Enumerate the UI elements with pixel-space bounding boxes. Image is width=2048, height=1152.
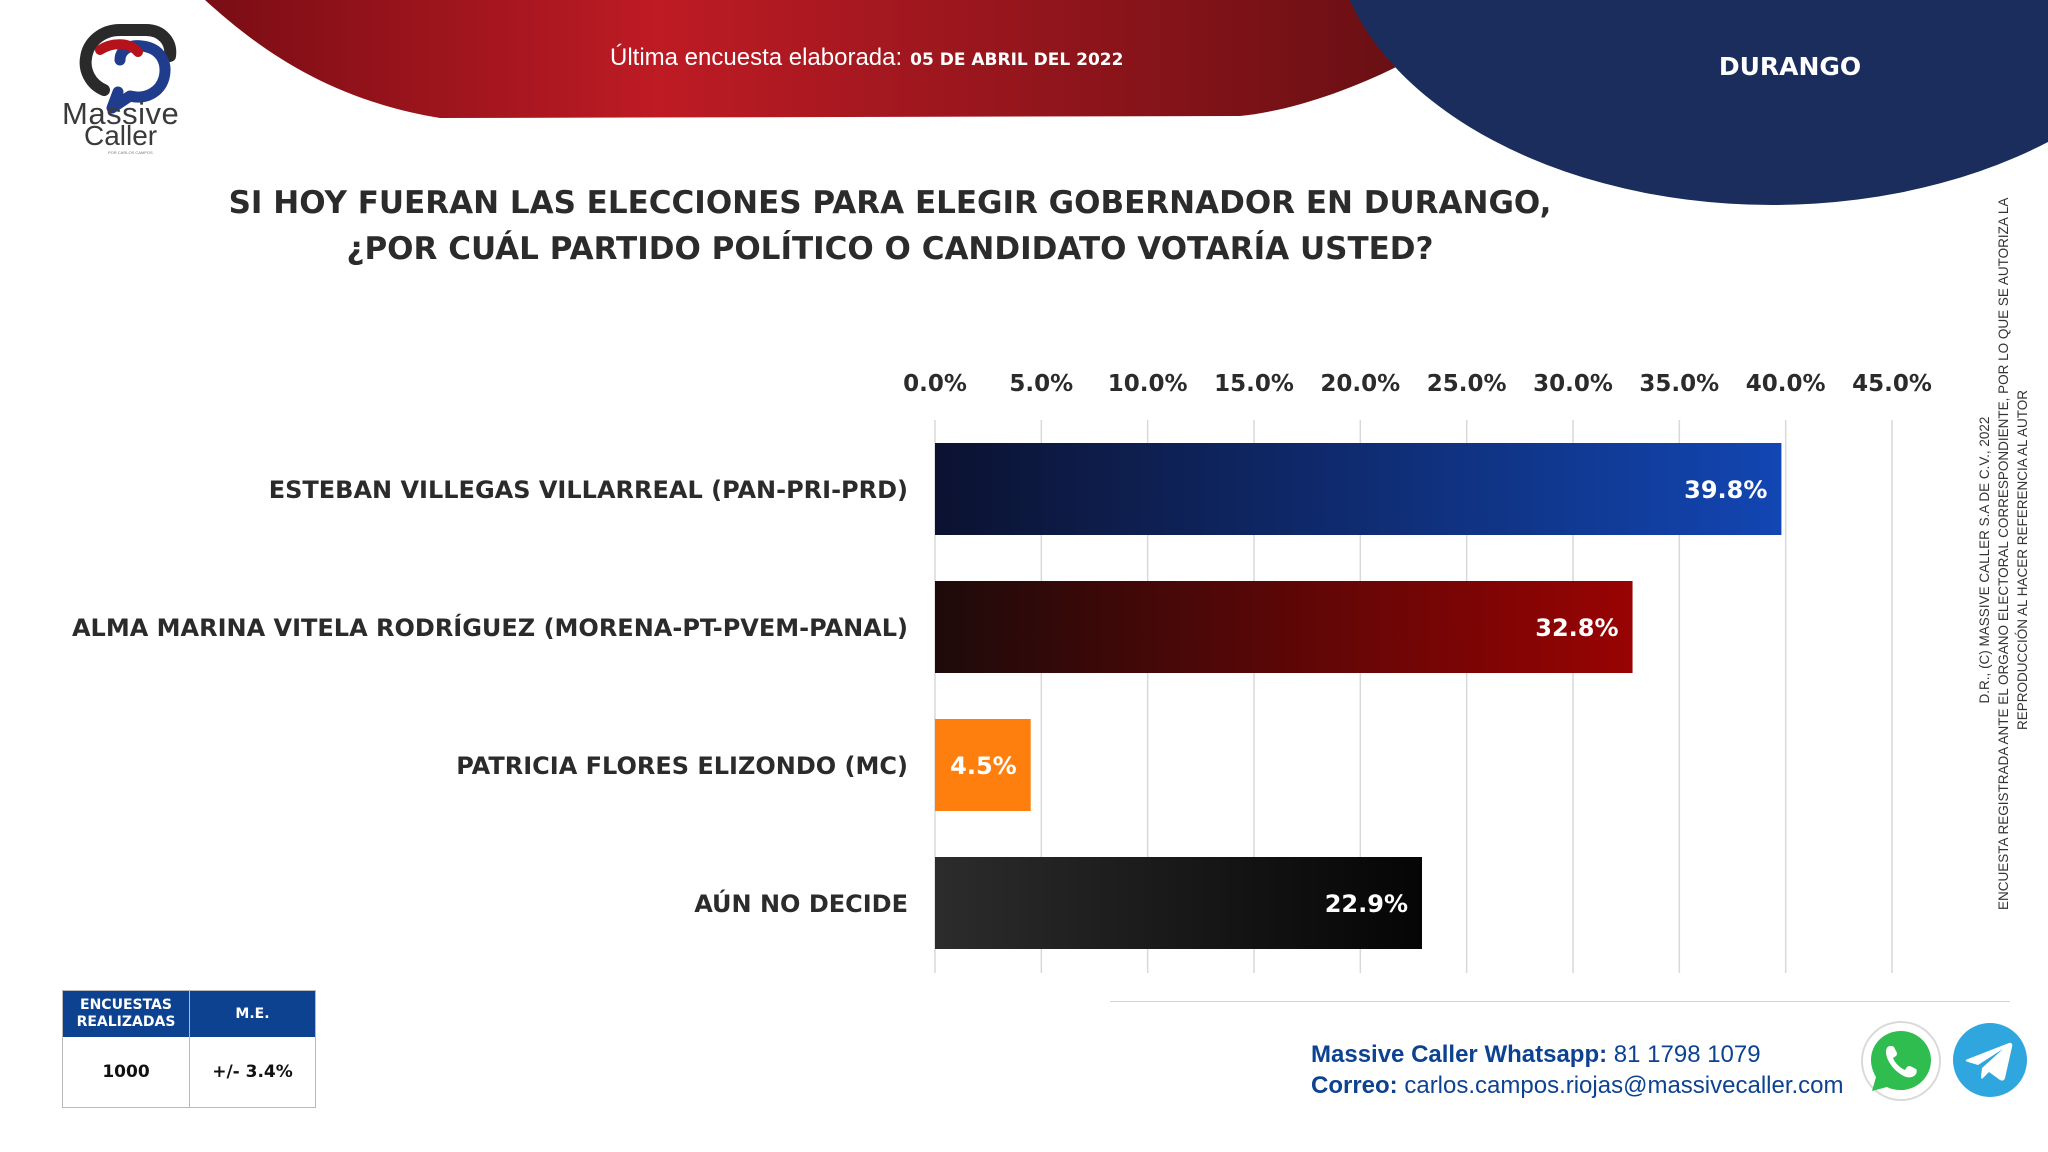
stats-value-margin: +/- 3.4% — [212, 1062, 293, 1082]
stats-header-margin: M.E. — [235, 1005, 270, 1022]
question-line-2: ¿POR CUÁL PARTIDO POLÍTICO O CANDIDATO V… — [346, 231, 1434, 267]
bar — [935, 857, 1423, 949]
whatsapp-number[interactable]: 81 1798 1079 — [1613, 1041, 1761, 1068]
whatsapp-icon[interactable] — [1860, 1020, 1942, 1102]
question-line-1: SI HOY FUERAN LAS ELECCIONES PARA ELEGIR… — [228, 185, 1552, 221]
x-tick-label: 15.0% — [1214, 371, 1294, 397]
bar — [935, 719, 1031, 811]
chart-x-axis-ticks: 0.0% 5.0% 10.0% 15.0% 20.0% 25.0% 30.0% 35.0% 40… — [903, 371, 1932, 397]
whatsapp-label: Massive Caller Whatsapp: — [1311, 1041, 1608, 1068]
survey-question: SI HOY FUERAN LAS ELECCIONES PARA ELEGIR… — [180, 180, 1600, 272]
footer-divider — [1110, 1001, 2010, 1002]
data-label: 4.5% — [950, 752, 1017, 780]
x-tick-label: 20.0% — [1320, 371, 1400, 397]
telegram-icon[interactable] — [1952, 1022, 2028, 1098]
copyright-note: D.R., (C) MASSIVE CALLER S.A DE C.V., 20… — [1975, 197, 2032, 910]
contact-whatsapp: Massive Caller Whatsapp: 81 1798 1079 — [1311, 1041, 1761, 1069]
x-tick-label: 0.0% — [903, 371, 967, 397]
red-header-arc — [205, 0, 1500, 118]
stats-header-surveys: ENCUESTAS REALIZADAS — [76, 997, 176, 1030]
chart-bars — [935, 443, 1782, 949]
massive-caller-logo — [79, 24, 177, 114]
region-title: DURANGO — [1718, 52, 1862, 81]
stats-divider — [189, 991, 190, 1107]
x-tick-label: 40.0% — [1746, 371, 1826, 397]
bar — [935, 581, 1633, 673]
stats-value-surveys: 1000 — [102, 1062, 150, 1082]
logo-word-caller: Caller — [84, 120, 158, 151]
copyright-line-1: D.R., (C) MASSIVE CALLER S.A DE C.V., 20… — [1977, 416, 1992, 704]
survey-date: 05 DE ABRIL DEL 2022 — [910, 50, 1124, 70]
x-tick-label: 10.0% — [1108, 371, 1188, 397]
logo-word-massive: Massive — [62, 96, 180, 131]
chart-category-labels: ESTEBAN VILLEGAS VILLARREAL (PAN-PRI-PRD… — [72, 476, 908, 918]
chart-data-labels: 39.8% 32.8% 4.5% 22.9% — [950, 476, 1767, 918]
survey-label: Última encuesta elaborada: — [610, 44, 903, 71]
data-label: 22.9% — [1325, 890, 1408, 918]
data-label: 39.8% — [1684, 476, 1767, 504]
category-label: ESTEBAN VILLEGAS VILLARREAL (PAN-PRI-PRD… — [269, 476, 908, 504]
survey-stats-table: ENCUESTAS REALIZADAS M.E. 1000 +/- 3.4% — [62, 990, 316, 1108]
x-tick-label: 45.0% — [1852, 371, 1932, 397]
email-label: Correo: — [1311, 1072, 1398, 1099]
bar — [935, 443, 1782, 535]
email-address[interactable]: carlos.campos.riojas@massivecaller.com — [1404, 1072, 1844, 1099]
category-label: ALMA MARINA VITELA RODRÍGUEZ (MORENA-PT-… — [72, 613, 908, 642]
logo-tagline: POR CARLOS CAMPOS — [108, 150, 153, 155]
x-tick-label: 30.0% — [1533, 371, 1613, 397]
category-label: AÚN NO DECIDE — [694, 888, 908, 918]
survey-date-line: Última encuesta elaborada: 05 DE ABRIL DE… — [610, 44, 1123, 72]
copyright-line-2: ENCUESTA REGISTRADA ANTE EL ORGANO ELECT… — [1996, 197, 2011, 910]
copyright-line-3: REPRODUCCIÓN AL HACER REFERENCIA AL AUTO… — [2015, 389, 2030, 731]
contact-email: Correo: carlos.campos.riojas@massivecall… — [1311, 1072, 1844, 1100]
x-tick-label: 25.0% — [1427, 371, 1507, 397]
x-tick-label: 35.0% — [1639, 371, 1719, 397]
data-label: 32.8% — [1535, 614, 1618, 642]
category-label: PATRICIA FLORES ELIZONDO (MC) — [456, 752, 908, 780]
x-tick-label: 5.0% — [1009, 371, 1073, 397]
navy-circle — [1349, 0, 2048, 205]
